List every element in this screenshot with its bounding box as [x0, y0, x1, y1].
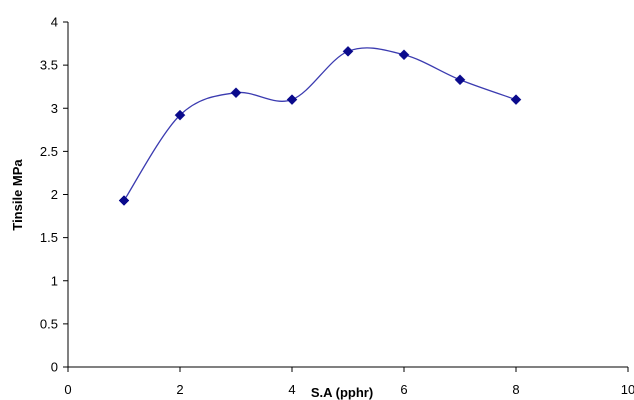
y-tick-label: 3.5	[40, 58, 58, 73]
data-point-marker	[342, 45, 354, 57]
y-tick-label: 1	[51, 273, 58, 288]
data-point-marker	[230, 87, 242, 99]
y-tick-label: 0.5	[40, 316, 58, 331]
y-tick-label: 3	[51, 101, 58, 116]
data-point-marker	[174, 109, 186, 121]
x-tick-label: 4	[288, 382, 295, 397]
axes	[67, 22, 628, 368]
x-ticks: 0 2 4 6 8 10	[64, 367, 634, 397]
x-tick-label: 0	[64, 382, 71, 397]
y-tick-label: 4	[51, 15, 58, 30]
y-tick-label: 2.5	[40, 144, 58, 159]
y-tick-label: 1.5	[40, 230, 58, 245]
data-point-marker	[398, 49, 410, 61]
data-point-marker	[118, 195, 130, 206]
x-tick-label: 10	[621, 382, 634, 397]
x-tick-label: 2	[176, 382, 183, 397]
x-tick-label: 8	[512, 382, 519, 397]
data-point-marker	[510, 94, 522, 105]
y-tick-label: 0	[51, 360, 58, 375]
data-point-marker	[286, 94, 298, 105]
y-tick-label: 2	[51, 187, 58, 202]
y-ticks: 0 0.5 1 1.5 2 2.5 3 3.5 4	[40, 15, 68, 375]
x-tick-label: 6	[400, 382, 407, 397]
x-axis-title: S.A (pphr)	[311, 385, 373, 400]
series-layer	[118, 45, 522, 206]
y-axis-title: Tinsile MPa	[10, 159, 25, 231]
series-line	[123, 47, 517, 201]
data-point-marker	[454, 74, 466, 86]
